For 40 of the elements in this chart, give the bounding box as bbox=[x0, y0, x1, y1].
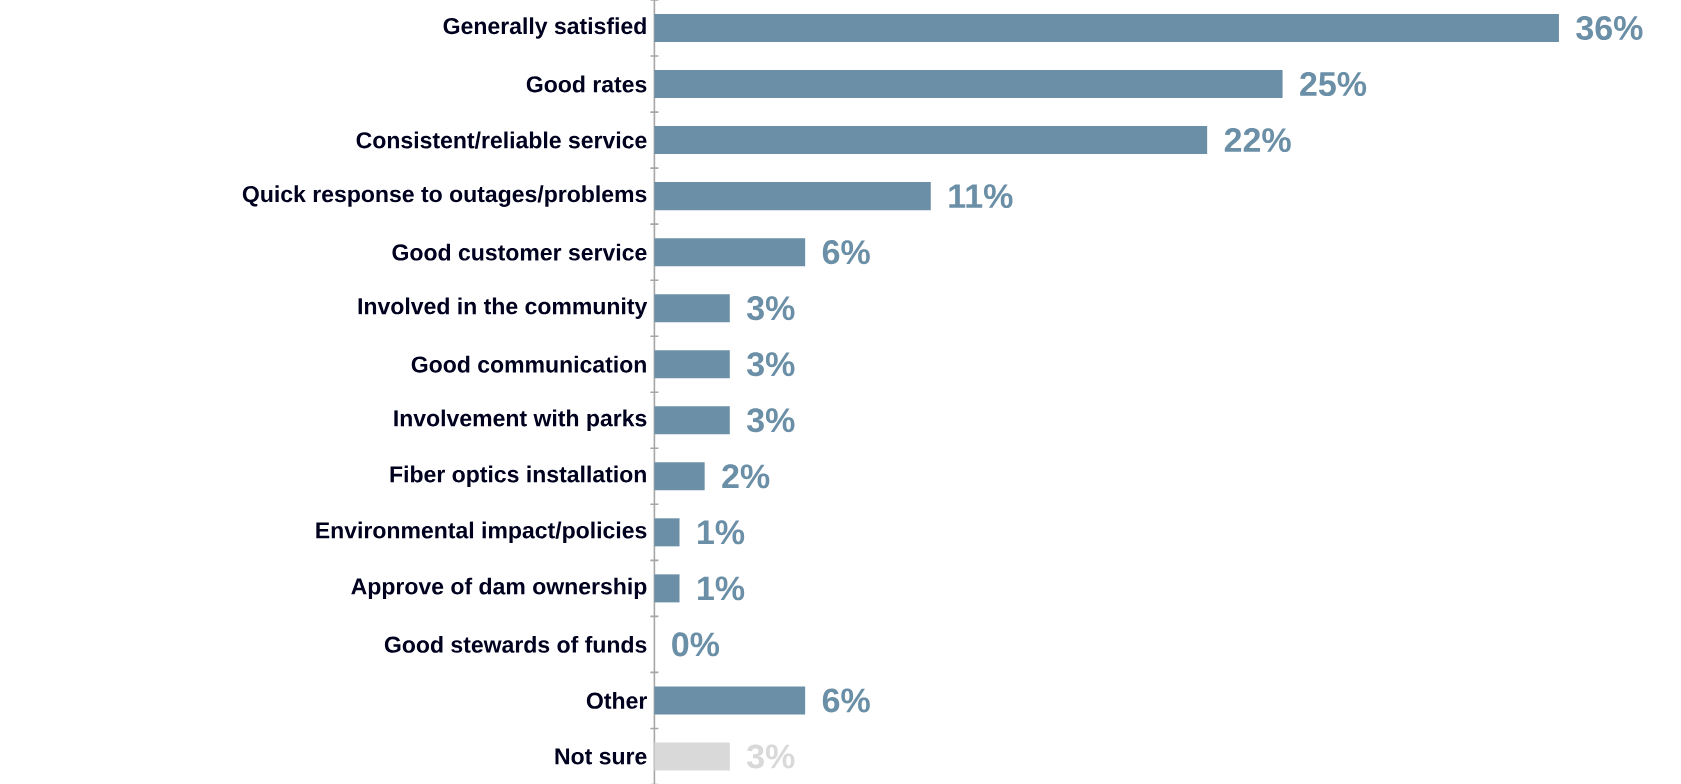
y-tick-label: Fiber optics installation bbox=[390, 465, 646, 487]
bar bbox=[654, 181, 931, 210]
data-label: 0% bbox=[672, 632, 720, 657]
data-label: 11% bbox=[949, 183, 1013, 208]
data-label: 2% bbox=[722, 464, 770, 489]
data-label: 3% bbox=[746, 295, 795, 321]
bar bbox=[654, 518, 680, 547]
y-tick-label: Involved in the community bbox=[358, 297, 648, 319]
data-label: 36% bbox=[1576, 15, 1643, 40]
bar bbox=[654, 237, 806, 266]
bar bbox=[654, 125, 1208, 154]
y-tick-label: Good rates bbox=[526, 75, 647, 93]
bar bbox=[654, 69, 1283, 98]
bar bbox=[654, 406, 730, 435]
data-label: 6% bbox=[822, 688, 870, 713]
bar bbox=[654, 349, 730, 378]
data-label: 6% bbox=[822, 239, 870, 264]
y-tick-label: Not sure bbox=[555, 748, 647, 765]
y-tick-label: Environmental impact/policies bbox=[316, 521, 647, 543]
bar bbox=[654, 13, 1559, 42]
y-tick-label: Approve of dam ownership bbox=[351, 577, 647, 599]
bar bbox=[654, 742, 730, 771]
data-label: 22% bbox=[1224, 127, 1291, 152]
y-tick-label: Good communication bbox=[411, 355, 646, 373]
data-label: 25% bbox=[1300, 71, 1367, 96]
data-label: 3% bbox=[746, 407, 795, 433]
bar bbox=[654, 462, 705, 491]
y-tick-label: Good customer service bbox=[392, 243, 647, 261]
y-tick-label: Consistent/reliable service bbox=[356, 131, 647, 149]
y-tick-label: Other bbox=[586, 691, 647, 709]
y-tick-label: Involvement with parks bbox=[394, 409, 647, 431]
y-tick-label: Good stewards of funds bbox=[384, 635, 647, 653]
bar bbox=[654, 686, 806, 715]
y-tick-label: Quick response to outages/problems bbox=[242, 185, 647, 207]
data-label: 3% bbox=[746, 351, 795, 377]
bar bbox=[654, 293, 730, 322]
data-label: 1% bbox=[698, 576, 745, 601]
y-tick-label: Generally satisfied bbox=[443, 17, 646, 39]
data-label: 1% bbox=[698, 520, 745, 545]
bar bbox=[654, 574, 680, 603]
